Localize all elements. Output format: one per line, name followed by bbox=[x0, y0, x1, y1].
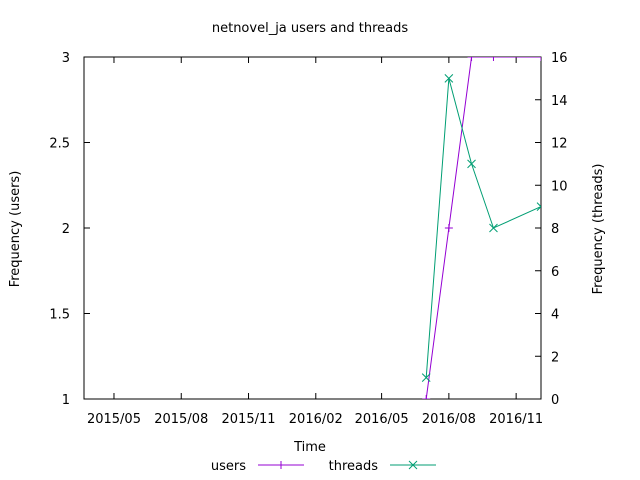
y2-axis-label: Frequency (threads) bbox=[591, 164, 606, 295]
marker-d2 bbox=[421, 373, 431, 382]
marker-d1 bbox=[536, 202, 541, 208]
data-point-users bbox=[467, 57, 476, 61]
marker-d2 bbox=[408, 460, 418, 470]
x-tick-label: 2016/02 bbox=[289, 412, 343, 427]
y2-tick-label: 8 bbox=[551, 222, 559, 237]
y-tick-label: 2.5 bbox=[49, 137, 70, 152]
y-axis-ticks: 1 1.5 2 2.5 3 bbox=[49, 51, 90, 408]
x-tick-label: 2016/05 bbox=[355, 412, 409, 427]
plot-border bbox=[83, 56, 542, 400]
series-line-users bbox=[425, 57, 541, 399]
y-tick-label: 2 bbox=[62, 222, 70, 237]
y-tick-label: 1 bbox=[62, 393, 70, 408]
y2-tick-label: 4 bbox=[551, 308, 559, 323]
data-point-threads bbox=[489, 223, 498, 233]
x-tick-label: 2015/08 bbox=[154, 412, 208, 427]
y2-tick-label: 10 bbox=[551, 179, 568, 194]
series-layer bbox=[421, 57, 541, 399]
legend-label-threads: threads bbox=[329, 459, 379, 474]
marker-d2 bbox=[467, 159, 476, 169]
y2-axis-ticks: 0 2 4 6 8 10 12 14 16 bbox=[535, 51, 568, 408]
legend: users threads bbox=[211, 459, 436, 474]
y-axis-label: Frequency (users) bbox=[8, 171, 23, 288]
x-axis-label: Time bbox=[293, 440, 326, 455]
x-axis-ticks: 2015/05 2015/08 2015/11 2016/02 2016/05 2016/… bbox=[87, 57, 543, 427]
x-tick-label: 2015/05 bbox=[87, 412, 141, 427]
y2-tick-label: 16 bbox=[551, 51, 568, 66]
y2-tick-label: 12 bbox=[551, 137, 568, 152]
chart-title: netnovel_ja users and threads bbox=[212, 21, 409, 36]
plot-area bbox=[83, 56, 542, 400]
data-point-threads bbox=[444, 74, 454, 83]
marker-d2 bbox=[536, 205, 541, 211]
marker-d2 bbox=[489, 223, 498, 233]
y2-tick-label: 0 bbox=[551, 393, 559, 408]
marker-d2 bbox=[444, 74, 454, 83]
series-line-threads bbox=[425, 78, 541, 378]
data-point-threads bbox=[536, 202, 541, 211]
series-clip-group bbox=[421, 57, 541, 399]
x-tick-label: 2016/08 bbox=[422, 412, 476, 427]
data-point-threads bbox=[467, 159, 476, 169]
legend-marker-threads bbox=[408, 460, 418, 470]
y-tick-label: 1.5 bbox=[49, 308, 70, 323]
y2-tick-label: 14 bbox=[551, 94, 568, 109]
data-point-users bbox=[537, 57, 541, 61]
y2-tick-label: 6 bbox=[551, 265, 559, 280]
legend-marker-users bbox=[277, 461, 285, 469]
data-point-threads bbox=[421, 373, 431, 382]
data-point-users bbox=[489, 57, 498, 61]
data-point-users bbox=[422, 395, 431, 399]
data-point-users bbox=[444, 224, 453, 232]
x-tick-label: 2016/11 bbox=[489, 412, 543, 427]
x-tick-label: 2015/11 bbox=[222, 412, 276, 427]
y-tick-label: 3 bbox=[62, 51, 70, 66]
y2-tick-label: 2 bbox=[551, 350, 559, 365]
legend-label-users: users bbox=[211, 459, 246, 474]
